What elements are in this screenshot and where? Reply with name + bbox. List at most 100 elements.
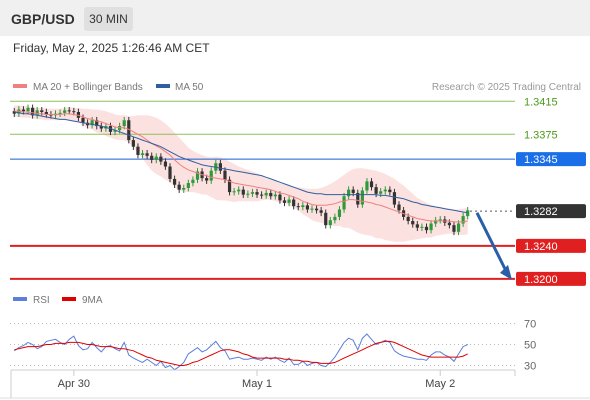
candle <box>26 104 30 115</box>
rsi-plot: 70 50 30 <box>10 319 536 373</box>
candle <box>461 212 465 227</box>
candle <box>44 108 48 118</box>
level-label-1.3240: 1.3240 <box>524 241 558 253</box>
candle <box>159 153 163 165</box>
candle <box>314 205 319 214</box>
candle <box>411 217 415 228</box>
credit-label: Research © 2025 Trading Central <box>432 82 581 93</box>
candle <box>337 206 342 221</box>
rsi-level-label-70: 70 <box>524 319 536 331</box>
candle <box>218 159 222 174</box>
candle <box>168 163 172 183</box>
time-axis: Apr 30 May 1 May 2 <box>0 369 590 399</box>
candle <box>333 213 337 224</box>
candle <box>365 178 369 194</box>
level-badge-1.3200 <box>516 271 586 286</box>
level-label-1.3345: 1.3345 <box>524 154 558 166</box>
legend-ma50-label: MA 50 <box>175 82 204 93</box>
candle <box>95 116 99 130</box>
candle <box>140 150 145 159</box>
candle <box>21 106 26 115</box>
candle <box>177 181 181 193</box>
candle <box>269 189 273 200</box>
level-label-1.3282: 1.3282 <box>524 206 558 218</box>
candle <box>434 216 438 227</box>
candle <box>154 153 158 164</box>
candle <box>328 216 332 229</box>
forecast-arrow <box>475 212 509 274</box>
candle <box>383 186 387 195</box>
x-tick-label: Apr 30 <box>58 378 90 390</box>
timeframe-button[interactable]: 30 MIN <box>84 7 133 31</box>
candle <box>456 220 461 236</box>
candle <box>292 196 296 210</box>
candle <box>415 221 419 231</box>
candle <box>232 188 236 196</box>
x-tick-label: May 1 <box>242 378 272 390</box>
candle <box>182 184 186 193</box>
candle <box>452 221 456 236</box>
legend-ma50-swatch <box>156 84 170 88</box>
price-legend: MA 20 + Bollinger Bands MA 50 <box>13 82 204 93</box>
candle <box>150 152 154 164</box>
legend-9ma-label: 9MA <box>82 295 103 306</box>
candle <box>246 190 250 198</box>
candle <box>310 205 314 213</box>
candle <box>429 220 433 234</box>
candle <box>360 187 364 208</box>
rsi-9ma-line <box>14 340 468 366</box>
symbol-title: GBP/USD <box>11 11 75 27</box>
legend-ma20-swatch <box>13 84 27 88</box>
candle <box>342 192 346 213</box>
candle <box>81 114 85 127</box>
candle <box>301 202 305 211</box>
legend-9ma-swatch <box>62 297 76 301</box>
candle <box>209 167 213 184</box>
candle <box>424 223 429 234</box>
candle <box>63 107 67 117</box>
forecast-arrow-head <box>500 264 512 280</box>
ma20-line <box>14 110 468 223</box>
candle <box>58 109 62 117</box>
legend-rsi-swatch <box>13 297 27 301</box>
rsi-legend: RSI 9MA <box>13 295 103 306</box>
rsi-line <box>14 333 468 371</box>
legend-rsi-label: RSI <box>33 295 50 306</box>
candle <box>356 189 360 208</box>
level-label-1.3375: 1.3375 <box>524 129 558 141</box>
candle <box>31 104 35 119</box>
price-plot: 1.3415 1.3375 1.3345 1.3282 1.3240 1.3200 <box>10 96 586 286</box>
candle <box>227 176 232 196</box>
candle <box>255 188 259 198</box>
candle <box>287 196 291 207</box>
candle <box>250 188 255 198</box>
level-badge-1.3240 <box>516 238 586 253</box>
x-tick-label: May 2 <box>425 378 455 390</box>
level-label-1.3415: 1.3415 <box>524 96 558 108</box>
candle <box>113 126 117 136</box>
level-label-1.3200: 1.3200 <box>524 274 558 286</box>
candle <box>438 216 442 224</box>
candle <box>131 136 135 150</box>
candle <box>99 122 103 132</box>
level-badge-1.3282 <box>516 204 586 219</box>
candle <box>186 179 190 192</box>
candle <box>466 207 470 220</box>
rsi-level-label-50: 50 <box>524 340 536 352</box>
candle <box>145 150 149 160</box>
candle <box>195 168 200 184</box>
candle <box>388 186 392 196</box>
candle <box>264 189 268 199</box>
candle <box>172 175 177 188</box>
candle <box>237 186 241 195</box>
candle <box>420 223 424 231</box>
candle <box>191 176 195 187</box>
candle <box>35 107 39 119</box>
candle <box>260 191 264 199</box>
rsi-level-label-30: 30 <box>524 361 536 373</box>
level-badge-1.3345 <box>516 152 586 167</box>
candle <box>241 186 245 198</box>
candle <box>319 207 323 217</box>
